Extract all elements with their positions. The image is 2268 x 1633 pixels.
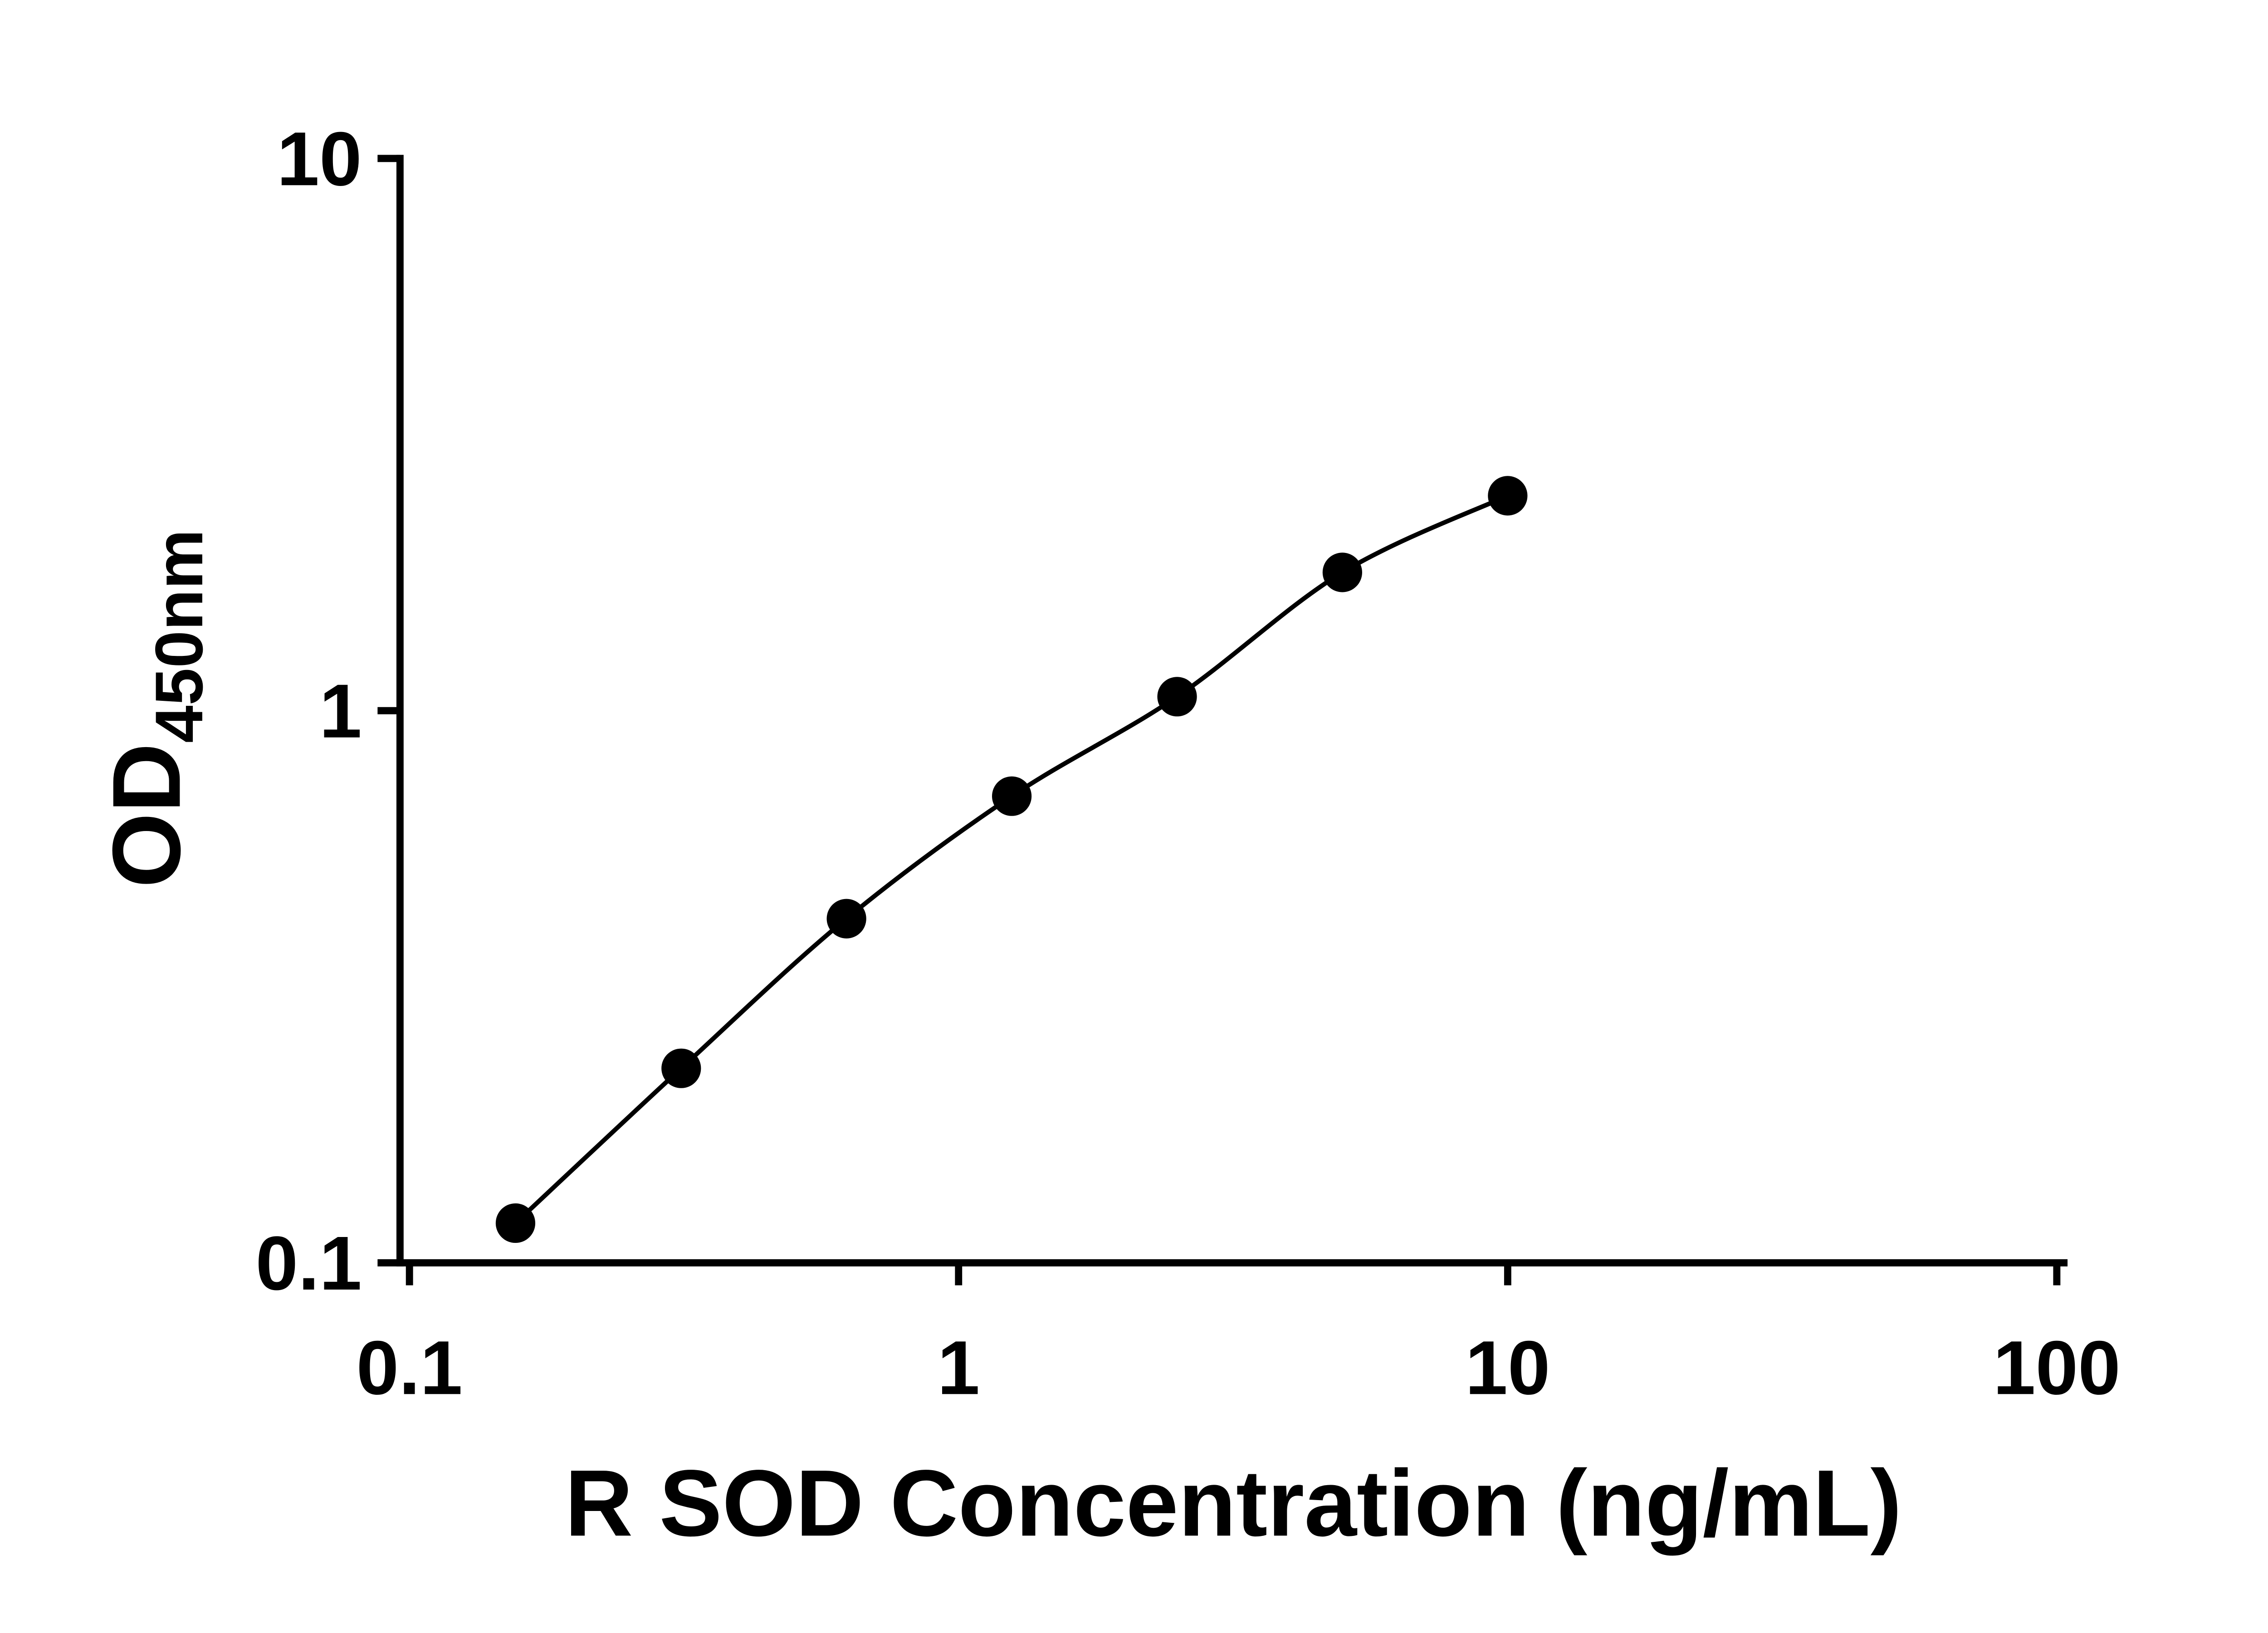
data-point (1488, 476, 1528, 516)
y-tick-label: 10 (277, 116, 362, 201)
data-point (1322, 552, 1362, 592)
x-tick-label: 0.1 (357, 1325, 463, 1410)
y-axis-title-base: OD (93, 743, 200, 888)
data-point (1157, 677, 1197, 717)
x-tick-label: 10 (1465, 1325, 1550, 1410)
data-point (992, 776, 1032, 816)
y-tick-label: 0.1 (256, 1221, 362, 1306)
x-tick-label: 100 (1993, 1325, 2121, 1410)
data-point (826, 899, 866, 939)
data-point (661, 1048, 701, 1088)
y-axis-title: OD450nm (93, 529, 217, 888)
y-tick-label: 1 (319, 669, 362, 754)
x-tick-label: 1 (937, 1325, 980, 1410)
x-axis-title: R SOD Concentration (ng/mL) (565, 1451, 1902, 1556)
plot-layer: 0.1 1 10 0.1 1 10 100 (256, 116, 2121, 1410)
y-axis-title-subscript: 450nm (142, 529, 217, 743)
data-point (495, 1203, 536, 1243)
fit-curve (514, 494, 1509, 1225)
